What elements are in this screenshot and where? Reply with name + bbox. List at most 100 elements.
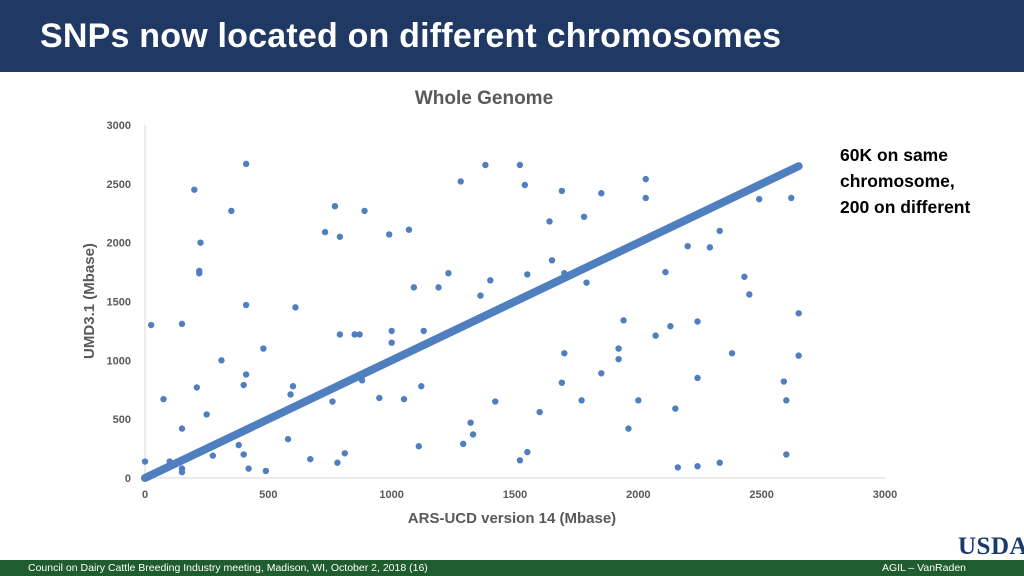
x-tick-label: 1500 <box>503 489 527 501</box>
x-axis-label: ARS-UCD version 14 (Mbase) <box>408 510 616 527</box>
scatter-point <box>329 398 336 405</box>
scatter-point <box>706 244 714 251</box>
scatter-point <box>209 452 217 459</box>
scatter-point <box>240 451 247 458</box>
scatter-point <box>524 448 531 456</box>
scatter-point <box>467 419 474 426</box>
scatter-point <box>716 459 723 466</box>
scatter-point <box>242 371 250 378</box>
scatter-point <box>728 350 736 357</box>
scatter-point <box>615 355 622 363</box>
scatter-point <box>341 450 348 457</box>
scatter-point <box>652 332 659 339</box>
diagonal-trend-band <box>141 162 803 482</box>
scatter-point <box>147 321 155 329</box>
scatter-point <box>457 178 464 185</box>
scatter-point <box>536 408 543 416</box>
scatter-point <box>287 391 294 398</box>
scatter-point <box>642 194 649 202</box>
scatter-point <box>620 317 627 324</box>
scatter-point <box>240 381 247 389</box>
slide-title: SNPs now located on different chromosome… <box>40 17 782 55</box>
scatter-point <box>376 394 383 402</box>
scatter-point <box>795 310 802 317</box>
scatter-point <box>635 397 642 404</box>
x-tick-label: 2500 <box>749 489 773 501</box>
scatter-point <box>351 331 358 338</box>
scatter-point <box>788 194 795 202</box>
scatter-point <box>667 323 674 330</box>
scatter-point <box>598 190 605 197</box>
scatter-point <box>388 339 395 346</box>
scatter-point <box>558 187 566 195</box>
footer-citation: Council on Dairy Cattle Breeding Industr… <box>28 562 428 574</box>
scatter-point <box>178 468 186 476</box>
scatter-point <box>694 463 701 470</box>
scatter-point <box>716 227 723 235</box>
scatter-point <box>166 458 173 465</box>
annotation-note: 60K on same chromosome, 200 on different <box>840 142 1010 220</box>
scatter-point <box>783 397 790 404</box>
scatter-point <box>580 213 588 220</box>
scatter-point <box>662 268 669 276</box>
scatter-point <box>336 331 344 338</box>
y-tick-label: 0 <box>125 473 131 485</box>
scatter-point <box>492 398 499 405</box>
scatter-point <box>469 431 477 438</box>
scatter-point <box>203 411 210 418</box>
scatter-point <box>625 425 632 432</box>
scatter-point <box>674 464 681 471</box>
scatter-point <box>482 161 489 169</box>
scatter-point <box>741 273 748 280</box>
scatter-point <box>558 379 566 386</box>
y-tick-label: 500 <box>113 414 131 426</box>
scatter-point <box>780 378 788 385</box>
scatter-point <box>420 327 427 335</box>
chart-title: Whole Genome <box>415 88 553 109</box>
note-line-3: 200 on different <box>840 197 971 217</box>
scatter-point <box>141 458 149 465</box>
scatter-point <box>561 270 568 277</box>
scatter-point <box>783 451 790 458</box>
usda-logo-text: USDA <box>958 533 1024 560</box>
scatter-point <box>197 239 204 246</box>
scatter-point <box>746 291 753 298</box>
scatter-point <box>191 186 198 193</box>
scatter-point <box>321 228 329 236</box>
scatter-point <box>546 218 553 225</box>
scatter-point <box>642 175 649 183</box>
scatter-point <box>242 301 250 309</box>
y-tick-label: 2500 <box>107 179 131 191</box>
scatter-point <box>218 357 225 364</box>
scatter-point <box>418 383 425 390</box>
scatter-point <box>598 370 605 377</box>
scatter-point <box>245 465 252 472</box>
scatter-point <box>228 207 235 215</box>
scatter-point <box>516 457 524 464</box>
x-tick-label: 500 <box>259 489 277 501</box>
x-tick-label: 2000 <box>626 489 650 501</box>
x-tick-label: 1000 <box>379 489 403 501</box>
scatter-point <box>795 352 802 359</box>
scatter-point <box>289 383 297 390</box>
y-tick-labels: 0 500 1000 1500 2000 2500 3000 <box>107 120 131 485</box>
scatter-point <box>361 207 368 215</box>
scatter-point <box>400 395 408 403</box>
scatter-point <box>336 233 344 240</box>
scatter-point <box>284 435 292 443</box>
x-tick-label: 0 <box>142 489 148 501</box>
scatter-point <box>684 242 691 250</box>
scatter-point <box>694 318 701 325</box>
scatter-point <box>307 455 314 463</box>
scatter-point <box>561 350 568 357</box>
scatter-point <box>178 320 186 328</box>
y-tick-label: 1500 <box>107 297 131 309</box>
scatter-point <box>198 447 205 455</box>
x-tick-labels: 0 500 1000 1500 2000 2500 3000 <box>142 489 897 501</box>
scatter-point <box>358 377 366 384</box>
scatter-point <box>160 395 167 403</box>
scatter-points <box>141 160 802 476</box>
scatter-point <box>410 284 418 291</box>
scatter-point <box>583 279 590 286</box>
